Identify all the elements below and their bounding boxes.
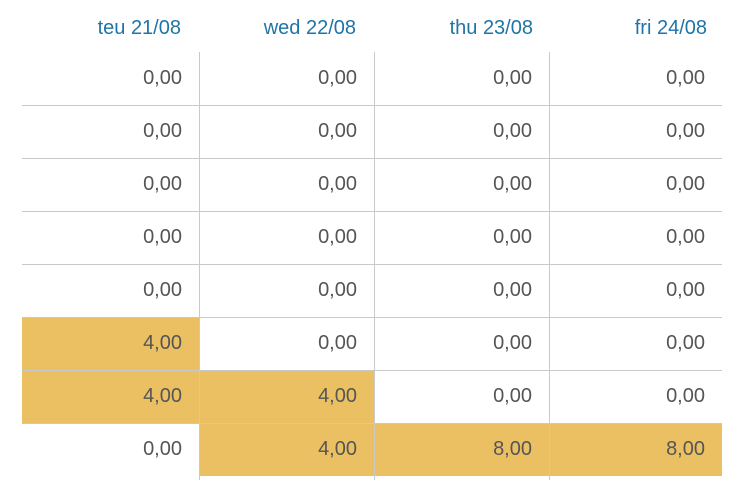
row-divider [22, 317, 722, 318]
row-divider [22, 105, 722, 106]
hours-cell-thu[interactable]: 0,00 [493, 332, 532, 354]
column-header-thu: thu 23/08 [449, 17, 533, 39]
hours-cell-wed[interactable]: 0,00 [318, 332, 357, 354]
hours-cell-wed[interactable]: 4,00 [199, 370, 374, 423]
row-divider [22, 158, 722, 159]
row-divider [22, 211, 722, 212]
hours-cell-thu[interactable]: 0,00 [493, 67, 532, 89]
hours-cell-wed[interactable]: 0,00 [318, 120, 357, 142]
table-row: 0,00 0,00 0,00 0,00 [0, 105, 748, 158]
column-divider [374, 52, 375, 480]
column-divider [199, 52, 200, 480]
hours-cell-wed[interactable]: 0,00 [318, 67, 357, 89]
table-row: 0,00 0,00 0,00 0,00 [0, 158, 748, 211]
hours-cell-wed[interactable]: 4,00 [199, 423, 374, 476]
hours-cell-thu[interactable]: 0,00 [493, 173, 532, 195]
hours-cell-tue[interactable]: 4,00 [22, 370, 199, 423]
row-divider [22, 423, 722, 424]
hours-cell-tue[interactable]: 4,00 [22, 317, 199, 370]
hours-cell-tue[interactable]: 0,00 [143, 120, 182, 142]
row-divider [22, 264, 722, 265]
hours-cell-thu[interactable]: 0,00 [493, 385, 532, 407]
hours-cell-fri[interactable]: 0,00 [666, 67, 705, 89]
table-row: 0,00 0,00 0,00 0,00 [0, 264, 748, 317]
hours-cell-fri[interactable]: 0,00 [666, 120, 705, 142]
hours-cell-fri[interactable]: 8,00 [549, 423, 722, 476]
hours-cell-thu[interactable]: 8,00 [374, 423, 549, 476]
hours-cell-thu[interactable]: 0,00 [493, 279, 532, 301]
hours-cell-fri[interactable]: 0,00 [666, 385, 705, 407]
table-row: 0,00 0,00 0,00 0,00 [0, 52, 748, 105]
hours-cell-thu[interactable]: 0,00 [493, 120, 532, 142]
table-row: 0,00 4,00 8,00 8,00 [0, 423, 748, 476]
column-header-wed: wed 22/08 [263, 17, 356, 39]
hours-cell-fri[interactable]: 0,00 [666, 173, 705, 195]
table-row: 0,00 0,00 0,00 0,00 [0, 211, 748, 264]
row-divider [22, 370, 722, 371]
hours-cell-tue[interactable]: 0,00 [143, 67, 182, 89]
hours-cell-tue[interactable]: 0,00 [143, 226, 182, 248]
table-row: 4,00 0,00 0,00 0,00 [0, 317, 748, 370]
hours-cell-fri[interactable]: 0,00 [666, 279, 705, 301]
hours-cell-tue[interactable]: 0,00 [143, 438, 182, 460]
column-header-fri: fri 24/08 [634, 17, 707, 39]
hours-cell-wed[interactable]: 0,00 [318, 279, 357, 301]
hours-cell-thu[interactable]: 0,00 [493, 226, 532, 248]
hours-cell-wed[interactable]: 0,00 [318, 226, 357, 248]
hours-cell-tue[interactable]: 0,00 [143, 279, 182, 301]
column-divider [549, 52, 550, 480]
table-row: 4,00 4,00 0,00 0,00 [0, 370, 748, 423]
hours-cell-fri[interactable]: 0,00 [666, 332, 705, 354]
column-header-tue: teu 21/08 [97, 17, 181, 39]
schedule-header: teu 21/08 wed 22/08 thu 23/08 fri 24/08 [0, 0, 748, 52]
hours-cell-fri[interactable]: 0,00 [666, 226, 705, 248]
hours-cell-wed[interactable]: 0,00 [318, 173, 357, 195]
hours-cell-tue[interactable]: 0,00 [143, 173, 182, 195]
